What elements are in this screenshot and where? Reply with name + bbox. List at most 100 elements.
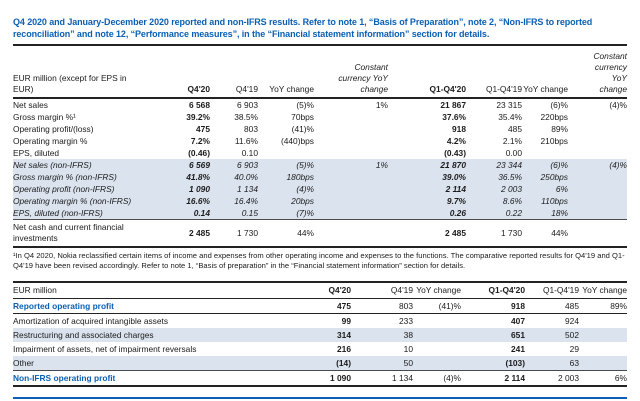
- table-row: Operating profit (non-IFRS) 1 090 1 134 (4)…: [13, 183, 627, 195]
- cell: 38: [351, 327, 413, 342]
- table-row: Reported operating profit 475 803 (41)% 918 4…: [13, 298, 627, 314]
- cell: [568, 111, 627, 123]
- table-row: Operating margin % (non-IFRS) 16.6% 16.4% 2…: [13, 195, 627, 207]
- cell: (41)%: [413, 298, 461, 314]
- cell: 220bps: [540, 112, 568, 122]
- cell: 16.4%: [210, 195, 258, 207]
- table-row: Net sales 6 568 6 903 (5)% 1% 21 867 23 315 (6)…: [13, 98, 627, 111]
- table-row: Gross margin %¹ 39.2% 38.5% 70bps 37.6% 35.4%…: [13, 111, 627, 123]
- cell: 41.8%: [148, 171, 210, 183]
- cell: [314, 171, 388, 183]
- cell: 314: [303, 327, 351, 342]
- row-label: Operating margin %: [13, 136, 88, 146]
- cell: 44%: [258, 219, 314, 248]
- column-header-cc-yoy: Constant currency YoY change: [314, 45, 388, 99]
- cell: 475: [196, 124, 210, 134]
- column-header-q1q419: Q1-Q4'19: [466, 45, 522, 99]
- cell: 0.22: [466, 207, 522, 220]
- column-header-q420: Q4'20: [303, 281, 351, 299]
- operating-profit-reconciliation-table: EUR million Q4'20 Q4'19 YoY change Q1-Q4…: [13, 280, 627, 387]
- cell: 1 134: [210, 183, 258, 195]
- row-label: Restructuring and associated charges: [13, 327, 303, 342]
- cell: 37.6%: [442, 112, 466, 122]
- cell: 11.6%: [234, 136, 258, 146]
- cell: (0.43): [444, 148, 466, 158]
- bottom-blue-rule: [13, 396, 627, 399]
- column-header-yoy: YoY change: [258, 45, 314, 99]
- cell: (5)%: [258, 159, 314, 171]
- cell: [568, 147, 627, 159]
- row-label: Reported operating profit: [13, 298, 303, 314]
- cell: [314, 207, 388, 220]
- cell: [413, 342, 461, 356]
- cell: 89%: [551, 124, 568, 134]
- cell: 23 344: [466, 159, 522, 171]
- cell: 110bps: [522, 195, 568, 207]
- footnote: ¹In Q4 2020, Nokia reclassified certain …: [13, 251, 625, 270]
- cell: 2 485: [148, 219, 210, 248]
- table-row: Non-IFRS operating profit 1 090 1 134 (4)% 2…: [13, 369, 627, 387]
- column-header-q419: Q4'19: [351, 281, 413, 299]
- cell: 241: [511, 343, 525, 354]
- cell: 2 485: [388, 219, 466, 248]
- cell: 21 867: [440, 100, 466, 110]
- cell: 38.5%: [234, 112, 258, 122]
- cell: 6%: [579, 369, 627, 387]
- cell: [568, 219, 627, 248]
- table1-body: Net sales 6 568 6 903 (5)% 1% 21 867 23 315 (6)…: [13, 98, 627, 248]
- table-row: Amortization of acquired intangible asse…: [13, 313, 627, 328]
- table-row: Operating margin % 7.2% 11.6% (440)bps 4.2% 2…: [13, 135, 627, 147]
- cell: 233: [399, 315, 413, 326]
- cell: 651: [461, 327, 525, 342]
- financial-results-table: EUR million (except for EPS in EUR) Q4'2…: [13, 44, 627, 248]
- cell: 2 114: [388, 183, 466, 195]
- cell: [314, 135, 388, 147]
- cell: 180bps: [258, 171, 314, 183]
- column-header-q1q419: Q1-Q4'19: [525, 281, 579, 299]
- row-label: Operating profit (non-IFRS): [13, 183, 148, 195]
- cell: [568, 183, 627, 195]
- cell: 9.7%: [388, 195, 466, 207]
- column-header-yoy-2: YoY change: [522, 45, 568, 99]
- cell: (6)%: [550, 100, 568, 110]
- cell: [413, 313, 461, 328]
- cell: [579, 313, 627, 328]
- cell: (4)%: [568, 159, 627, 171]
- table2-header-row: EUR million Q4'20 Q4'19 YoY change Q1-Q4…: [13, 281, 627, 299]
- table1-header-row: EUR million (except for EPS in EUR) Q4'2…: [13, 45, 627, 99]
- cell: (0.46): [188, 148, 210, 158]
- cell: (5)%: [296, 100, 314, 110]
- cell: 1 090: [148, 183, 210, 195]
- cell: (4)%: [413, 369, 461, 387]
- row-label: Impairment of assets, net of impairment …: [13, 343, 197, 354]
- cell: 4.2%: [446, 136, 466, 146]
- row-label: Gross margin % (non-IFRS): [13, 171, 148, 183]
- cell: [413, 327, 461, 342]
- cell: 16.6%: [148, 195, 210, 207]
- cell: 1 730: [466, 219, 522, 248]
- row-label: Operating profit/(loss): [13, 124, 94, 134]
- cell: 485: [508, 124, 522, 134]
- cell: [568, 195, 627, 207]
- row-label: Net sales: [13, 100, 48, 110]
- table1-unit-label: EUR million (except for EPS in EUR): [13, 45, 148, 99]
- cell: 35.4%: [498, 112, 522, 122]
- cell: [568, 123, 627, 135]
- cell: 216: [337, 343, 351, 354]
- cell: 70bps: [291, 112, 314, 122]
- cell: (14): [303, 355, 351, 371]
- cell: (7)%: [258, 207, 314, 220]
- cell: 918: [461, 298, 525, 314]
- cell: [314, 123, 388, 135]
- cell: 10: [403, 343, 413, 354]
- cell: 0.15: [210, 207, 258, 220]
- table1-header: EUR million (except for EPS in EUR) Q4'2…: [13, 45, 627, 99]
- cell: 210bps: [540, 136, 568, 146]
- cell: 6 903: [210, 159, 258, 171]
- cell: [568, 171, 627, 183]
- column-header-yoy: YoY change: [413, 281, 461, 299]
- cell: 6 903: [237, 100, 258, 110]
- cell: [568, 135, 627, 147]
- cell: [258, 147, 314, 159]
